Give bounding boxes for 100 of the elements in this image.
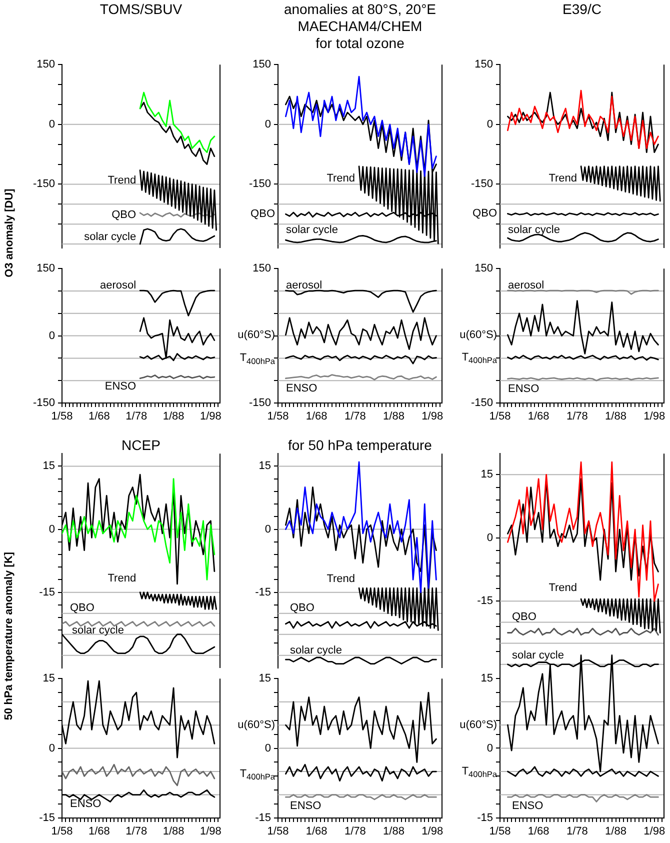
y-tick-label: -15 — [255, 812, 271, 824]
series-label: QBO — [112, 208, 137, 221]
series-label: Trend — [326, 573, 356, 586]
x-tick-label: 1/88 — [383, 826, 404, 838]
y-tick-label: 0 — [48, 742, 55, 754]
series-label: ENSO — [508, 382, 540, 395]
x-tick-label: 1/78 — [344, 410, 366, 423]
x-tick-label: 1/98 — [644, 410, 666, 423]
x-tick-label: 1/98 — [644, 825, 666, 838]
x-tick-label: 1/98 — [200, 826, 222, 838]
x-tick-label: 1/88 — [605, 825, 626, 838]
series-label: QBO — [70, 602, 95, 614]
series-label: aerosol — [508, 280, 544, 292]
y-tick-label: 0 — [486, 742, 493, 754]
x-tick-label: 1/88 — [162, 826, 184, 838]
x-tick-label: 1/58 — [51, 826, 73, 838]
series-label: QBO — [290, 602, 315, 614]
x-tick-label: 1/88 — [605, 410, 626, 423]
y-tick-label: 15 — [258, 460, 271, 472]
series-label: Trend — [326, 172, 356, 184]
series-label: u(60°S) — [238, 328, 276, 341]
x-tick-label: 1/88 — [162, 410, 184, 423]
y-tick-label: -15 — [477, 812, 493, 824]
y-tick-label: 15 — [42, 672, 55, 685]
y-tick-label: -150 — [248, 397, 271, 410]
x-tick-label: 1/68 — [528, 825, 550, 838]
y-tick-label: 0 — [48, 118, 55, 130]
y-tick-label: -15 — [255, 586, 271, 598]
y-tick-label: 150 — [36, 58, 55, 71]
x-tick-label: 1/68 — [306, 410, 328, 423]
y-tick-label: 150 — [474, 58, 493, 71]
x-tick-label: 1/88 — [383, 410, 404, 423]
x-tick-label: 1/68 — [528, 410, 550, 423]
series-label: Trend — [108, 572, 136, 584]
y-tick-label: 0 — [264, 118, 271, 130]
series-label: solar cycle — [508, 224, 560, 236]
x-tick-label: 1/68 — [88, 826, 110, 838]
y-tick-label: 15 — [480, 672, 493, 684]
x-tick-label: 1/98 — [422, 826, 444, 838]
series-label: QBO — [512, 610, 537, 623]
y-tick-label: 15 — [258, 672, 271, 685]
y-tick-label: 0 — [264, 523, 271, 536]
y-tick-label: 15 — [480, 468, 493, 481]
y-tick-label: 0 — [264, 742, 271, 754]
y-tick-label: 150 — [252, 58, 271, 71]
x-tick-label: 1/58 — [489, 410, 511, 423]
series-label: Trend — [108, 174, 136, 186]
y-tick-label: -15 — [477, 595, 493, 608]
x-tick-label: 1/78 — [344, 826, 366, 838]
y-tick-label: -15 — [39, 812, 55, 824]
x-tick-label: 1/68 — [306, 826, 328, 838]
chart-title: MAECHAM4/CHEM — [298, 18, 422, 35]
series-label: ENSO — [286, 382, 318, 394]
x-tick-label: 1/78 — [566, 825, 588, 838]
chart-subtitle: for total ozone — [316, 35, 404, 52]
x-tick-label: 1/78 — [126, 410, 148, 423]
x-tick-label: 1/78 — [126, 826, 148, 838]
series-label: u(60°S) — [460, 718, 498, 731]
x-tick-label: 1/58 — [489, 825, 511, 838]
y-tick-label: 0 — [486, 532, 493, 544]
y-tick-label: 0 — [48, 330, 55, 342]
series-label: solar cycle — [286, 224, 338, 236]
x-tick-label: 1/78 — [566, 410, 588, 423]
series-label: aerosol — [286, 280, 322, 292]
series-label: Trend — [548, 582, 578, 594]
series-label: QBO — [472, 208, 498, 220]
series-label: u(60°S) — [238, 719, 276, 732]
series-label: u(60°S) — [460, 328, 498, 341]
y-tick-label: -150 — [32, 178, 55, 190]
series-label: Trend — [548, 172, 578, 184]
series-label: ENSO — [70, 798, 102, 810]
series-label: solar cycle — [72, 624, 124, 636]
y-tick-label: 0 — [48, 523, 55, 536]
x-tick-label: 1/68 — [88, 410, 110, 423]
chart-title: for 50 hPa temperature — [288, 437, 432, 454]
series-label: solar cycle — [512, 649, 564, 662]
x-tick-label: 1/98 — [422, 410, 444, 423]
series-label: ENSO — [290, 800, 322, 812]
series-label: solar cycle — [290, 644, 342, 657]
y-tick-label: 15 — [42, 460, 55, 472]
y-axis-title: O3 anomaly [DU] — [3, 188, 16, 278]
y-tick-label: -150 — [248, 178, 271, 190]
chart-title: E39/C — [562, 1, 602, 18]
series-label: QBO — [250, 208, 276, 220]
series-label: aerosol — [100, 280, 136, 292]
chart-title: NCEP — [122, 437, 160, 454]
y-tick-label: 150 — [474, 262, 493, 275]
chart-title: TOMS/SBUV — [100, 1, 182, 18]
text: anomalies at 80°S, 20°E — [284, 1, 436, 18]
y-axis-title: 50 hPa temperature anomaly [K] — [3, 551, 15, 720]
x-tick-label: 1/58 — [267, 410, 289, 423]
y-tick-label: -150 — [470, 178, 493, 190]
y-tick-label: 150 — [252, 262, 271, 275]
series-label: solar cycle — [84, 231, 136, 244]
x-tick-label: 1/98 — [200, 410, 222, 423]
series-label: ENSO — [104, 380, 137, 392]
y-tick-label: 0 — [486, 118, 493, 130]
y-tick-label: 150 — [36, 262, 55, 275]
y-tick-label: -150 — [470, 397, 493, 410]
y-tick-label: -15 — [39, 586, 55, 598]
